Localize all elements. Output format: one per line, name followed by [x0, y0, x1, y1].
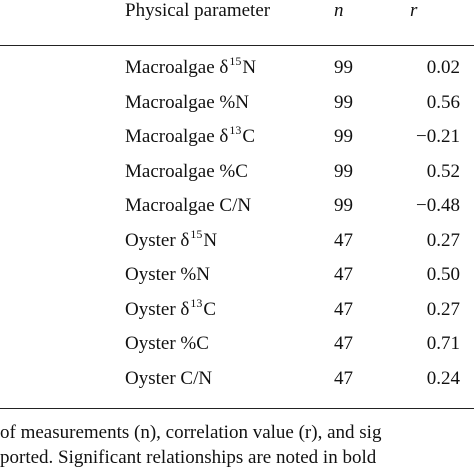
parameter-text: Oyster C/N — [125, 368, 213, 389]
row-n-value: 47 — [334, 333, 353, 354]
row-parameter: Macroalgae δ15N — [125, 54, 257, 80]
row-n-value: 99 — [334, 92, 353, 113]
row-parameter: Oyster C/N — [125, 368, 212, 390]
parameter-text: Oyster δ — [125, 230, 190, 251]
row-n-value: 99 — [334, 57, 353, 78]
parameter-text: Oyster %N — [125, 264, 210, 285]
row-n-value: 47 — [334, 368, 353, 389]
element-symbol: N — [242, 57, 257, 78]
row-r-value: 0.24 — [426, 368, 460, 389]
row-n-value: 99 — [334, 126, 353, 147]
element-symbol: C — [203, 299, 217, 320]
isotope-superscript: 13 — [229, 123, 242, 137]
row-parameter: Macroalgae %N — [125, 92, 249, 114]
parameter-text: Macroalgae δ — [125, 57, 229, 78]
row-r-value: 0.56 — [426, 92, 460, 113]
row-n-value: 99 — [334, 161, 353, 182]
row-n-value: 47 — [334, 230, 353, 251]
parameter-text: Macroalgae %C — [125, 161, 248, 182]
parameter-text: Macroalgae C/N — [125, 195, 252, 216]
footnote-line-2: ported. Significant relationships are no… — [0, 447, 377, 468]
row-parameter: Oyster %C — [125, 333, 209, 355]
row-r-value: −0.48 — [416, 195, 460, 216]
parameter-text: Oyster δ — [125, 299, 190, 320]
parameter-text: Macroalgae %N — [125, 92, 249, 113]
row-r-value: 0.52 — [426, 161, 460, 182]
row-n-value: 47 — [334, 299, 353, 320]
row-parameter: Oyster %N — [125, 264, 210, 286]
parameter-text: Macroalgae δ — [125, 126, 229, 147]
row-parameter: Oyster δ15N — [125, 227, 218, 253]
table-top-rule — [0, 45, 474, 46]
row-r-value: 0.27 — [426, 230, 460, 251]
row-r-value: −0.21 — [416, 126, 460, 147]
row-r-value: 0.50 — [426, 264, 460, 285]
header-n: n — [334, 0, 344, 21]
header-physical-parameter: Physical parameter — [125, 0, 271, 21]
row-parameter: Macroalgae %C — [125, 161, 248, 183]
isotope-superscript: 15 — [229, 54, 242, 68]
row-r-value: 0.71 — [426, 333, 460, 354]
parameter-text: Oyster %C — [125, 333, 209, 354]
table-bottom-rule — [0, 408, 474, 409]
isotope-superscript: 13 — [190, 296, 203, 310]
row-r-value: 0.02 — [426, 57, 460, 78]
row-n-value: 99 — [334, 195, 353, 216]
row-parameter: Oyster δ13C — [125, 296, 217, 322]
row-r-value: 0.27 — [426, 299, 460, 320]
footnote-line-1: of measurements (n), correlation value (… — [0, 422, 382, 443]
isotope-superscript: 15 — [190, 227, 203, 241]
header-r: r — [410, 0, 418, 21]
row-n-value: 47 — [334, 264, 353, 285]
row-parameter: Macroalgae δ13C — [125, 123, 256, 149]
row-parameter: Macroalgae C/N — [125, 195, 251, 217]
element-symbol: N — [203, 230, 218, 251]
element-symbol: C — [242, 126, 256, 147]
